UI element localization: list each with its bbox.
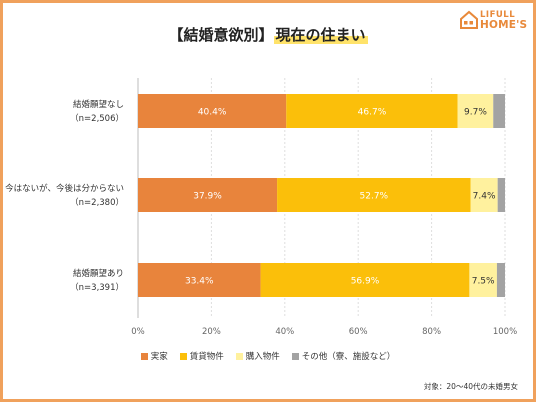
data-label: 40.4%: [198, 108, 227, 118]
category-count-label: （n=2,506）: [70, 113, 124, 124]
legend-item: 購入物件: [235, 350, 280, 362]
data-label: 37.9%: [193, 192, 222, 202]
chart-title: 【結婚意欲別】 現在の住まい: [0, 24, 536, 45]
brand-name-top: LIFULL: [480, 10, 516, 20]
category-count-label: （n=2,380）: [70, 197, 124, 208]
data-label: 52.7%: [360, 192, 389, 202]
data-label: 7.4%: [473, 192, 496, 202]
category-count-label: （n=3,391）: [70, 282, 124, 293]
house-logo-icon: [460, 10, 478, 29]
legend-item: 賃貸物件: [179, 350, 224, 362]
bar-segment: [470, 178, 498, 212]
title-prefix: 【結婚意欲別】: [168, 26, 274, 44]
footnote: 対象：20～40代の未婚男女: [423, 382, 518, 391]
legend-label: 購入物件: [245, 352, 280, 362]
x-tick-label: 0%: [131, 327, 145, 337]
bar-segment: [497, 178, 505, 212]
bar-segment: [286, 94, 458, 128]
x-tick-label: 20%: [202, 327, 221, 337]
brand-name-bottom: HOME'S: [480, 19, 528, 31]
legend-swatch: [179, 353, 187, 360]
bar-segment: [138, 263, 261, 297]
bar-segment: [277, 178, 471, 212]
bar-segment: [138, 94, 287, 128]
data-label: 33.4%: [185, 277, 214, 287]
legend-label: 実家: [150, 352, 168, 362]
x-tick-label: 40%: [275, 327, 294, 337]
bar-segment: [260, 263, 470, 297]
category-label: 結婚願望なし: [73, 99, 124, 110]
x-tick-label: 60%: [349, 327, 368, 337]
data-label: 9.7%: [464, 108, 487, 118]
data-label: 46.7%: [358, 108, 387, 118]
legend-item: その他（寮、施設など）: [291, 350, 396, 362]
bar-segment: [493, 94, 505, 128]
bar-segment: [496, 263, 505, 297]
category-label: 今はないが、今後は分からない: [5, 183, 124, 194]
x-tick-label: 80%: [422, 327, 441, 337]
x-tick-label: 100%: [493, 327, 517, 337]
title-highlight: 現在の住まい: [273, 26, 368, 44]
data-label: 7.5%: [472, 277, 495, 287]
legend-swatch: [140, 353, 148, 360]
legend-swatch: [235, 353, 243, 360]
chart-legend: 実家 賃貸物件 購入物件 その他（寮、施設など）: [0, 350, 536, 362]
category-label: 結婚願望あり: [73, 268, 124, 279]
legend-label: その他（寮、施設など）: [301, 352, 396, 362]
data-label: 56.9%: [351, 277, 380, 287]
legend-item: 実家: [140, 350, 168, 362]
bar-segment: [138, 178, 278, 212]
legend-swatch: [291, 353, 299, 360]
bar-segment: [469, 263, 497, 297]
bar-segment: [457, 94, 494, 128]
brand-logo: LIFULL HOME'S: [458, 9, 528, 31]
legend-label: 賃貸物件: [189, 352, 224, 362]
